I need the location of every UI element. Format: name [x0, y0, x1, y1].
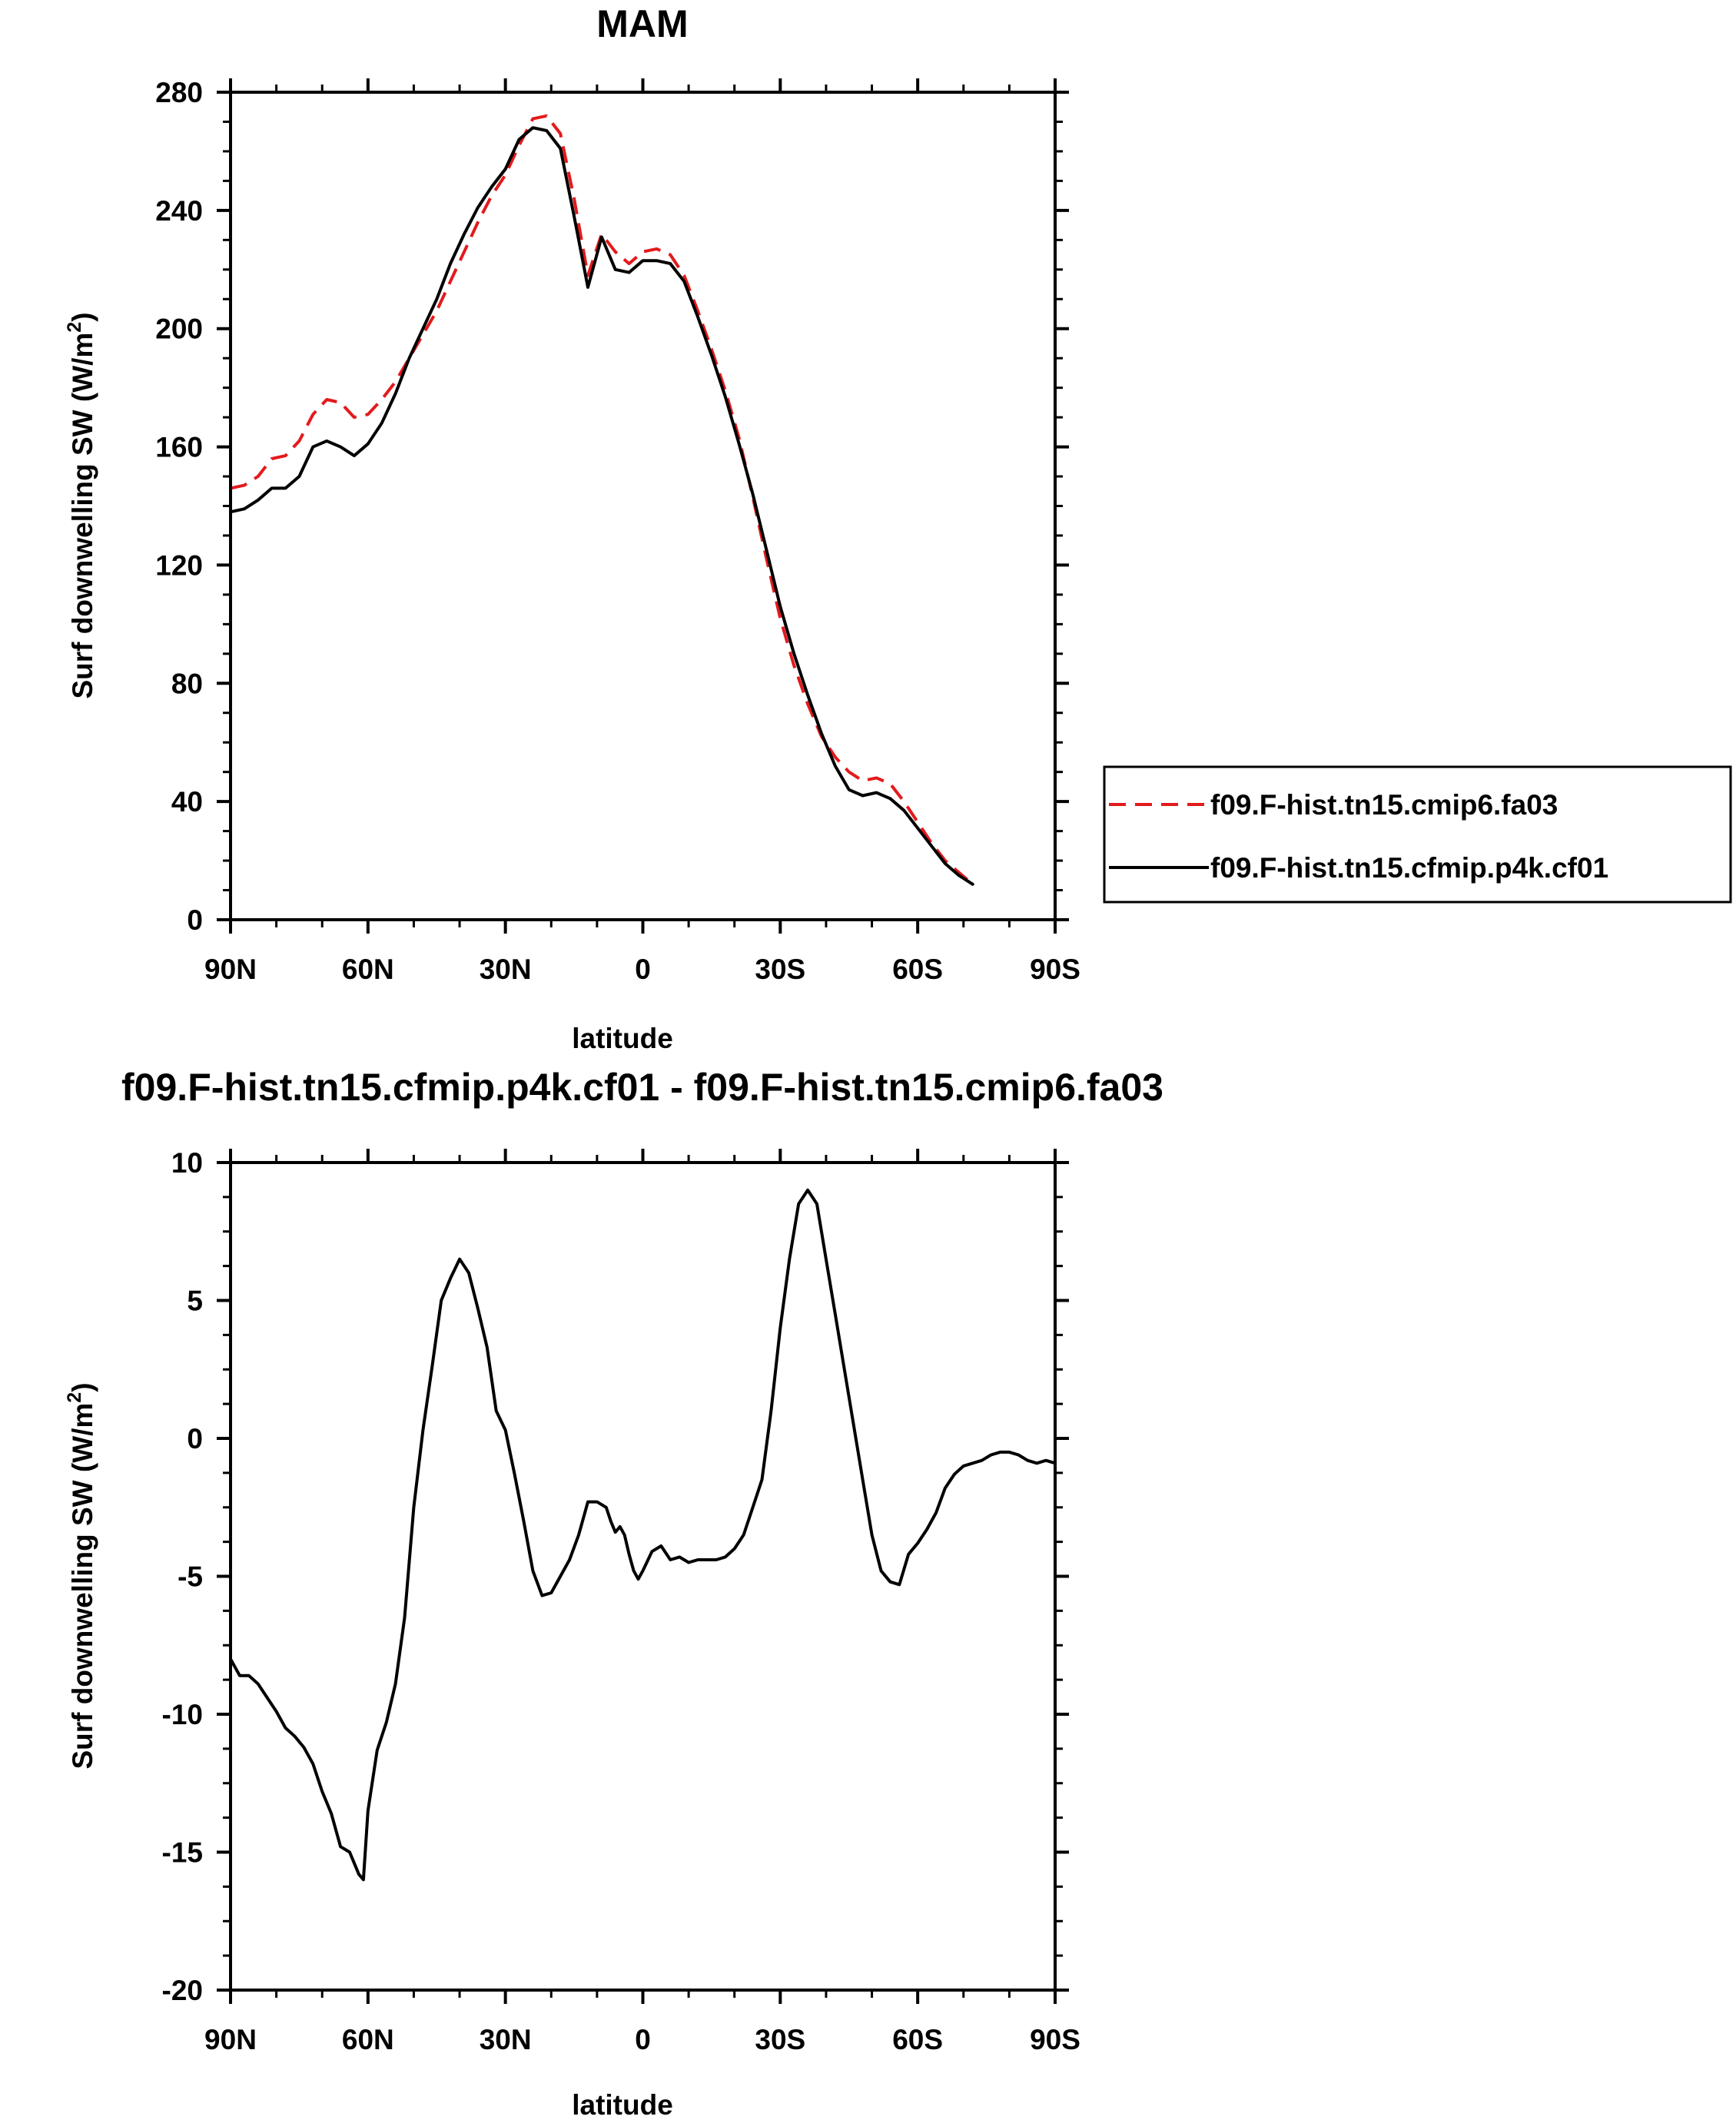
top-y-tick-labels: 0 40 80 120 160 200 240 280	[155, 77, 203, 936]
y-tick-label: 120	[155, 549, 203, 581]
bottom-y-axis-label-close: )	[67, 1382, 98, 1392]
top-x-axis-label: latitude	[572, 1023, 673, 1054]
top-y-axis-label: Surf downwelling SW (W/m2)	[64, 312, 98, 698]
top-lines	[229, 114, 974, 886]
x-tick-label: 0	[635, 2024, 651, 2055]
series-line-difference	[229, 1188, 1057, 1882]
y-tick-label: 240	[155, 195, 203, 227]
bottom-x-tick-labels: 90N 60N 30N 0 30S 60S 90S	[204, 2024, 1080, 2055]
top-y-axis-label-close: )	[67, 312, 98, 321]
top-y-axis-label-main: Surf downwelling SW (W/m	[67, 333, 98, 699]
y-tick-label: -5	[178, 1561, 203, 1593]
bottom-y-tick-labels: -20 -15 -10 -5 0 5 10	[162, 1147, 203, 2006]
bottom-chart-title: f09.F-hist.tn15.cfmip.p4k.cf01 - f09.F-h…	[121, 1066, 1163, 1109]
y-tick-label: 280	[155, 77, 203, 108]
x-tick-label: 30S	[755, 954, 805, 985]
x-tick-label: 90S	[1030, 2024, 1080, 2055]
y-tick-label: 10	[171, 1147, 203, 1179]
legend-label-cmip6-fa03: f09.F-hist.tn15.cmip6.fa03	[1210, 789, 1558, 821]
top-x-tick-labels: 90N 60N 30N 0 30S 60S 90S	[204, 954, 1080, 985]
y-tick-label: -20	[162, 1975, 203, 2006]
bottom-chart: f09.F-hist.tn15.cfmip.p4k.cf01 - f09.F-h…	[64, 1066, 1163, 2121]
x-tick-label: 60N	[342, 2024, 394, 2055]
top-chart-title: MAM	[596, 2, 688, 45]
x-tick-label: 60N	[342, 954, 394, 985]
top-plot-frame	[229, 91, 1057, 921]
y-tick-label: 0	[187, 904, 203, 936]
bottom-y-axis-label-main: Surf downwelling SW (W/m	[67, 1403, 98, 1770]
x-tick-label: 90S	[1030, 954, 1080, 985]
bottom-ticks	[217, 1149, 1069, 2004]
x-tick-label: 30S	[755, 2024, 805, 2055]
bottom-plot-frame	[229, 1161, 1057, 1992]
x-tick-label: 60S	[892, 2024, 943, 2055]
series-line-f09-F-hist-tn15-cmip6-fa03	[230, 114, 974, 886]
x-tick-label: 90N	[204, 2024, 257, 2055]
y-tick-label: 80	[171, 668, 203, 699]
x-tick-label: 30N	[480, 954, 532, 985]
bottom-x-axis-label: latitude	[572, 2089, 673, 2121]
y-tick-label: 5	[187, 1285, 203, 1317]
x-tick-label: 0	[635, 954, 651, 985]
y-tick-label: -10	[162, 1699, 203, 1730]
x-tick-label: 30N	[480, 2024, 532, 2055]
y-tick-label: 160	[155, 432, 203, 463]
x-tick-label: 60S	[892, 954, 943, 985]
legend-box	[1103, 765, 1732, 904]
bottom-lines	[229, 1188, 1057, 1882]
legend: f09.F-hist.tn15.cmip6.fa03 f09.F-hist.tn…	[1103, 765, 1732, 904]
series-line-f09-F-hist-tn15-cfmip-p4k-cf01	[229, 126, 974, 886]
y-tick-label: -15	[162, 1837, 203, 1869]
x-tick-label: 90N	[204, 954, 257, 985]
bottom-y-axis-label-sup: 2	[64, 1392, 85, 1403]
y-tick-label: 200	[155, 313, 203, 345]
top-y-axis-label-sup: 2	[64, 322, 85, 333]
legend-label-p4k-cf01: f09.F-hist.tn15.cfmip.p4k.cf01	[1210, 852, 1608, 884]
bottom-y-axis-label: Surf downwelling SW (W/m2)	[64, 1382, 98, 1769]
y-tick-label: 0	[187, 1423, 203, 1455]
y-tick-label: 40	[171, 786, 203, 818]
top-ticks	[217, 78, 1069, 934]
top-chart: MAM 0 40 80 120 160 200 240 280 90N 60N 30N 0 30S 60…	[64, 2, 1732, 1054]
